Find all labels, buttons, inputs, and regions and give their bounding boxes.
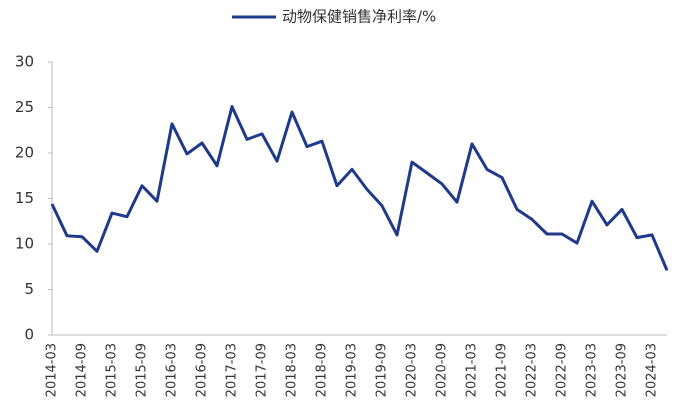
y-tick-label: 5 — [24, 280, 34, 298]
y-tick-label: 20 — [15, 144, 34, 162]
x-tick-label: 2018-03 — [285, 343, 300, 397]
x-tick-label: 2019-03 — [345, 343, 360, 397]
x-tick-label: 2021-09 — [495, 343, 510, 397]
x-tick-label: 2014-09 — [75, 343, 90, 397]
x-tick-label: 2016-09 — [195, 343, 210, 397]
legend-label: 动物保健销售净利率/% — [282, 8, 436, 26]
x-tick-label: 2023-09 — [615, 343, 630, 397]
y-tick-label: 25 — [15, 98, 34, 116]
x-tick-label: 2017-09 — [255, 343, 270, 397]
x-tick-label: 2017-03 — [225, 343, 240, 397]
y-tick-label: 10 — [15, 235, 34, 253]
y-tick-label: 30 — [15, 53, 34, 71]
line-series — [50, 105, 669, 271]
y-tick-label: 0 — [24, 326, 34, 344]
x-tick-label: 2023-03 — [585, 343, 600, 397]
x-tick-label: 2020-03 — [405, 343, 420, 397]
x-tick-label: 2015-03 — [105, 343, 120, 397]
x-tick-label: 2014-03 — [45, 343, 60, 397]
x-tick-label: 2022-09 — [555, 343, 570, 397]
x-tick-label: 2015-09 — [135, 343, 150, 397]
x-tick-label: 2018-09 — [315, 343, 330, 397]
x-tick-label: 2022-03 — [525, 343, 540, 397]
y-tick-label: 15 — [15, 189, 34, 207]
x-tick-label: 2021-03 — [465, 343, 480, 397]
x-tick-label: 2020-09 — [435, 343, 450, 397]
x-tick-label: 2016-03 — [165, 343, 180, 397]
x-tick-label: 2024-03 — [645, 343, 660, 397]
x-tick-label: 2019-09 — [375, 343, 390, 397]
